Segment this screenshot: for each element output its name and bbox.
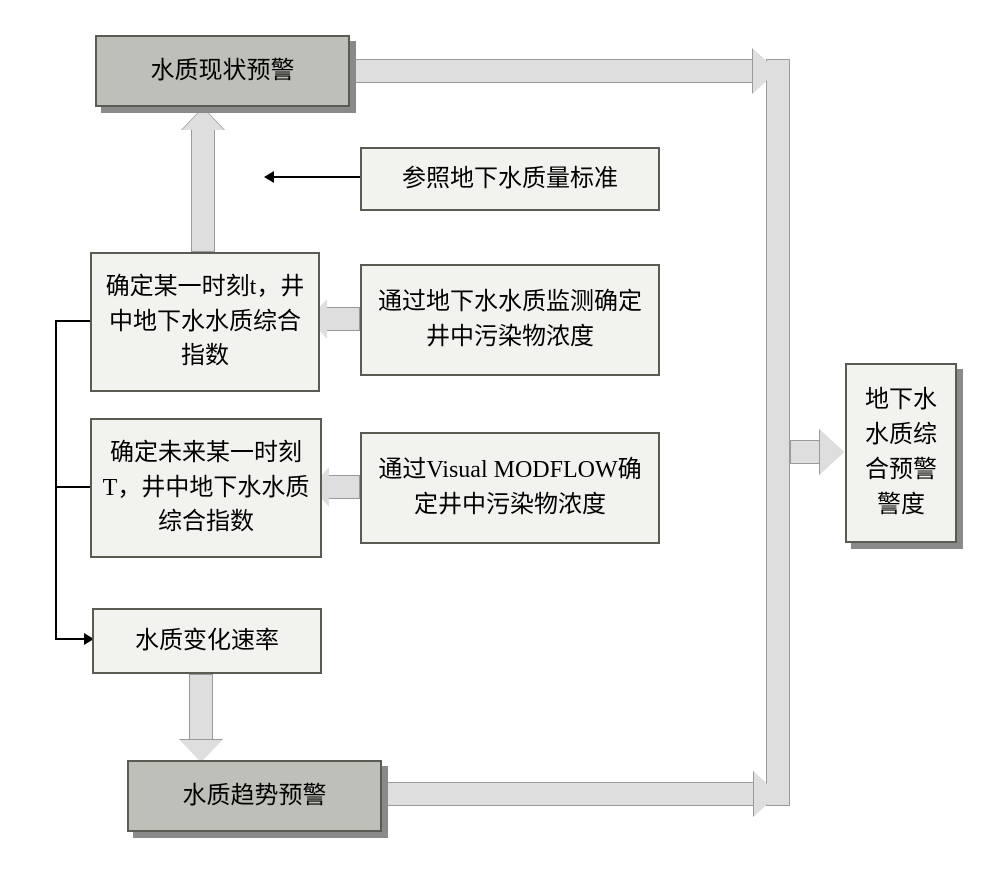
- node-index-big-t: 确定未来某一时刻T，井中地下水水质综合指数: [90, 418, 322, 558]
- node-trend-warning: 水质趋势预警: [127, 760, 382, 832]
- node-label: 水质趋势预警: [139, 779, 370, 814]
- node-label: 水质变化速率: [104, 624, 310, 659]
- node-monitor: 通过地下水水质监测确定井中污染物浓度: [360, 264, 660, 376]
- node-label: 确定未来某一时刻T，井中地下水水质综合指数: [102, 436, 310, 540]
- connector-line: [55, 320, 57, 640]
- arrow-shaft: [191, 130, 215, 252]
- arrow-shaft: [189, 674, 213, 740]
- connector-arrowhead: [264, 171, 274, 183]
- node-label: 参照地下水质量标准: [372, 162, 648, 197]
- flowchart-canvas: 水质现状预警参照地下水质量标准确定某一时刻t，井中地下水水质综合指数通过地下水水…: [0, 0, 1000, 877]
- connector-line: [55, 320, 90, 322]
- arrow-shaft: [766, 59, 790, 806]
- arrow-shaft: [790, 440, 820, 464]
- arrow-head: [180, 740, 222, 762]
- node-modflow: 通过Visual MODFLOW确定井中污染物浓度: [360, 432, 660, 544]
- connector-line: [272, 176, 360, 178]
- arrow-shaft: [382, 782, 754, 806]
- node-rate: 水质变化速率: [92, 608, 322, 674]
- node-status-warning: 水质现状预警: [95, 35, 350, 107]
- node-index-t: 确定某一时刻t，井中地下水水质综合指数: [90, 252, 320, 392]
- node-output: 地下水水质综合预警警度: [845, 363, 957, 543]
- connector-line: [55, 638, 84, 640]
- arrow-shaft: [327, 307, 360, 331]
- node-standard: 参照地下水质量标准: [360, 147, 660, 211]
- node-label: 地下水水质综合预警警度: [857, 383, 945, 522]
- node-label: 水质现状预警: [107, 54, 338, 89]
- node-label: 通过Visual MODFLOW确定井中污染物浓度: [372, 453, 648, 523]
- node-label: 确定某一时刻t，井中地下水水质综合指数: [102, 270, 308, 374]
- connector-line: [55, 486, 90, 488]
- node-label: 通过地下水水质监测确定井中污染物浓度: [372, 285, 648, 355]
- arrow-shaft: [350, 59, 753, 83]
- arrow-head: [820, 430, 844, 474]
- arrow-shaft: [329, 475, 360, 499]
